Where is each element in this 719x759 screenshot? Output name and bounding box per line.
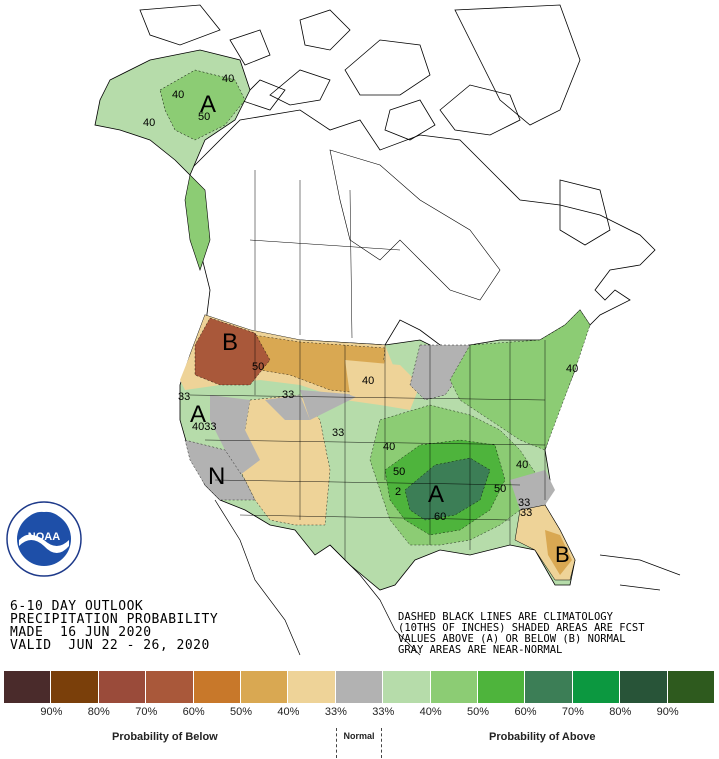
legend-swatch	[430, 671, 479, 703]
label-northwest-below: B	[222, 329, 238, 356]
legend-swatch	[478, 671, 526, 703]
map-notes: DASHED BLACK LINES ARE CLIMATOLOGY (10THS…	[398, 612, 645, 656]
label-ca-above: A	[190, 401, 206, 428]
label-plains-40: 40	[362, 375, 374, 387]
label-south-60: 60	[434, 511, 446, 523]
above-caption: Probability of Above	[489, 731, 596, 743]
legend-percent-labels: 90% 80% 70% 60% 50% 40% 33% 33% 40% 50% 60% 70% 80% 9…	[4, 706, 715, 718]
label-nw-33: 33	[282, 389, 294, 401]
legend-swatch	[51, 671, 99, 703]
legend-percent-label: 60%	[514, 706, 537, 718]
legend-percent-label: 60%	[182, 706, 205, 718]
notes-line-4: GRAY AREAS ARE NEAR-NORMAL	[398, 644, 563, 656]
label-alaska-40b: 40	[143, 117, 155, 129]
label-south-2: 2	[395, 486, 401, 498]
label-south-50: 50	[393, 466, 405, 478]
state-boundaries	[189, 333, 546, 560]
legend-percent-label: 50%	[230, 706, 253, 718]
label-florida-below: B	[555, 542, 570, 567]
legend-percent-label: 33%	[324, 706, 347, 718]
legend-percent-label: 40%	[419, 706, 442, 718]
legend-percent-label: 80%	[609, 706, 632, 718]
legend-percent-label: 90%	[40, 706, 63, 718]
label-alaska-40a: 40	[172, 89, 184, 101]
title-line-4: VALID JUN 22 - 26, 2020	[10, 638, 210, 653]
normal-caption: Normal	[336, 728, 382, 758]
legend-percent-label: 33%	[372, 706, 395, 718]
notes-line-1: DASHED BLACK LINES ARE CLIMATOLOGY	[398, 611, 613, 623]
legend-swatch	[667, 671, 716, 703]
noaa-logo: NOAA	[6, 501, 82, 577]
label-se-33a: 33	[518, 497, 530, 509]
label-ca-40-33: 4033	[192, 421, 216, 433]
label-alaska-50: 50	[198, 111, 210, 123]
legend-swatch	[241, 671, 289, 703]
label-south-above: A	[428, 481, 444, 508]
label-northwest-50: 50	[252, 361, 264, 373]
legend-swatch	[572, 671, 621, 703]
title-line-3: MADE 16 JUN 2020	[10, 625, 152, 640]
mexico-outline	[214, 499, 681, 656]
title-line-2: PRECIPITATION PROBABILITY	[10, 612, 219, 627]
legend-swatch	[525, 671, 573, 703]
legend-percent-label: 80%	[87, 706, 110, 718]
legend-color-bar	[4, 671, 716, 703]
label-ca-33: 33	[178, 391, 190, 403]
legend-swatch	[620, 671, 668, 703]
svg-text:NOAA: NOAA	[28, 531, 60, 543]
legend-swatch	[288, 671, 336, 703]
precipitation-outlook-map: A 40 40 40 50 B 50 40 33 33 A 4033 N 33 …	[94, 4, 681, 656]
legend-percent-label: 50%	[467, 706, 490, 718]
label-alaska-40c: 40	[222, 73, 234, 85]
label-alaska-above: A	[200, 91, 216, 118]
legend-swatch	[146, 671, 194, 703]
label-se-50: 50	[494, 483, 506, 495]
outlook-title: 6-10 DAY OUTLOOK PRECIPITATION PROBABILIT…	[10, 600, 218, 652]
legend-percent-label: 40%	[277, 706, 300, 718]
legend-swatch	[98, 671, 147, 703]
below-caption: Probability of Below	[112, 731, 218, 743]
title-line-1: 6-10 DAY OUTLOOK	[10, 599, 144, 614]
label-se-40: 40	[516, 459, 528, 471]
legend-percent-label: 70%	[561, 706, 584, 718]
legend-percent-label: 90%	[656, 706, 679, 718]
notes-line-3: VALUES ABOVE (A) OR BELOW (B) NORMAL	[398, 633, 626, 645]
label-ne-40: 40	[566, 363, 578, 375]
legend-swatch	[335, 671, 384, 703]
legend-percent-label: 70%	[135, 706, 158, 718]
label-rockies-33: 33	[332, 427, 344, 439]
notes-line-2: (10THS OF INCHES) SHADED AREAS ARE FCST	[398, 622, 645, 634]
label-nevada-normal: N	[208, 463, 225, 490]
legend-swatch	[193, 671, 242, 703]
alaska-region	[94, 49, 251, 271]
legend-swatch	[383, 671, 431, 703]
legend-swatch	[4, 671, 52, 703]
label-se-33b: 33	[520, 507, 532, 519]
label-central-40: 40	[383, 441, 395, 453]
